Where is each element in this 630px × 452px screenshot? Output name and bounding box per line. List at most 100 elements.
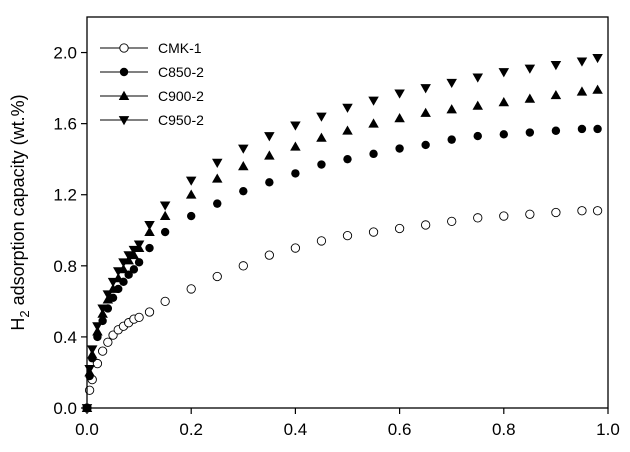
x-tick-label: 0.8 — [492, 420, 516, 439]
data-point — [129, 265, 139, 274]
data-point — [394, 223, 405, 234]
y-tick-label: 1.2 — [53, 186, 77, 205]
data-point — [342, 230, 353, 241]
legend-marker — [118, 116, 130, 126]
data-point — [212, 173, 223, 183]
legend-marker — [119, 43, 129, 53]
data-point — [133, 240, 145, 250]
x-tick-label: 0.4 — [284, 420, 308, 439]
y-axis-title: H2 adsorption capacity (wt.%) — [8, 94, 32, 330]
data-point — [92, 358, 103, 369]
data-point — [525, 128, 535, 137]
data-point — [421, 140, 430, 150]
y-tick-label: 1.6 — [53, 115, 77, 134]
legend-label: C950-2 — [158, 112, 204, 128]
legend-item: C950-2 — [100, 112, 204, 128]
x-tick-label: 0.0 — [75, 420, 99, 439]
y-axis-title-rest: adsorption capacity (wt.%) — [8, 94, 28, 310]
data-point — [343, 154, 352, 164]
data-point — [499, 211, 509, 221]
data-point — [316, 236, 327, 246]
data-point — [576, 86, 588, 96]
x-tick-label: 1.0 — [596, 420, 620, 439]
data-point — [128, 245, 140, 256]
data-point — [593, 124, 602, 134]
data-point — [420, 220, 431, 230]
data-point — [394, 113, 405, 123]
data-point — [317, 160, 326, 169]
series-cmk-1 — [82, 206, 603, 413]
data-point — [576, 57, 588, 67]
data-point — [395, 144, 404, 153]
data-point — [185, 176, 197, 186]
data-point — [86, 345, 98, 355]
data-point — [551, 126, 561, 135]
data-point — [213, 199, 222, 208]
data-point — [592, 84, 603, 94]
data-point — [144, 307, 155, 317]
data-point — [264, 132, 275, 142]
data-point — [525, 209, 535, 219]
data-point — [160, 227, 170, 237]
data-point — [447, 216, 457, 227]
data-point — [342, 125, 353, 135]
data-point — [524, 64, 536, 74]
data-point — [102, 290, 114, 300]
y-axis-title-prefix: H — [8, 318, 28, 331]
data-point — [369, 149, 378, 159]
data-point — [420, 107, 431, 117]
data-point — [291, 169, 300, 178]
plot-frame — [86, 16, 609, 409]
y-tick-label: 0.0 — [53, 399, 77, 418]
data-point — [472, 73, 483, 83]
data-point — [550, 89, 562, 100]
data-point — [113, 267, 124, 277]
data-point — [144, 221, 155, 231]
data-point — [498, 97, 510, 107]
data-point — [159, 210, 171, 220]
data-point — [185, 189, 197, 199]
data-point — [524, 93, 536, 103]
data-point — [118, 258, 129, 268]
series-c850-2 — [82, 124, 602, 413]
data-point — [84, 364, 95, 375]
data-point — [316, 112, 327, 122]
data-point — [577, 206, 587, 216]
data-point — [592, 206, 603, 216]
data-point — [368, 96, 379, 106]
data-point — [134, 258, 144, 267]
data-point — [472, 100, 483, 110]
legend-label: C900-2 — [158, 88, 204, 104]
data-point — [290, 121, 301, 131]
data-point — [290, 141, 301, 151]
data-point — [238, 261, 248, 271]
data-point — [368, 227, 379, 237]
x-tick-label: 0.2 — [179, 420, 203, 439]
data-point — [239, 186, 248, 196]
data-point — [290, 243, 301, 253]
y-tick-label: 0.8 — [53, 257, 77, 276]
data-point — [123, 251, 134, 261]
series-c950-2 — [81, 53, 603, 414]
data-point — [186, 284, 196, 294]
data-point — [342, 103, 353, 113]
data-point — [498, 68, 510, 78]
y-tick-label: 0.4 — [53, 328, 77, 347]
legend-label: C850-2 — [158, 64, 204, 80]
data-point — [265, 178, 274, 187]
data-point — [550, 61, 562, 71]
data-point — [97, 346, 108, 356]
data-point — [551, 207, 561, 218]
data-point — [97, 304, 108, 314]
data-point — [264, 250, 274, 260]
data-point — [107, 277, 119, 288]
data-point — [92, 322, 103, 332]
data-point — [577, 124, 587, 134]
series-c900-2 — [81, 84, 603, 412]
data-point — [212, 271, 222, 282]
y-axis-title-subscript: 2 — [17, 310, 32, 317]
legend-marker — [118, 90, 130, 100]
data-point — [103, 337, 113, 347]
